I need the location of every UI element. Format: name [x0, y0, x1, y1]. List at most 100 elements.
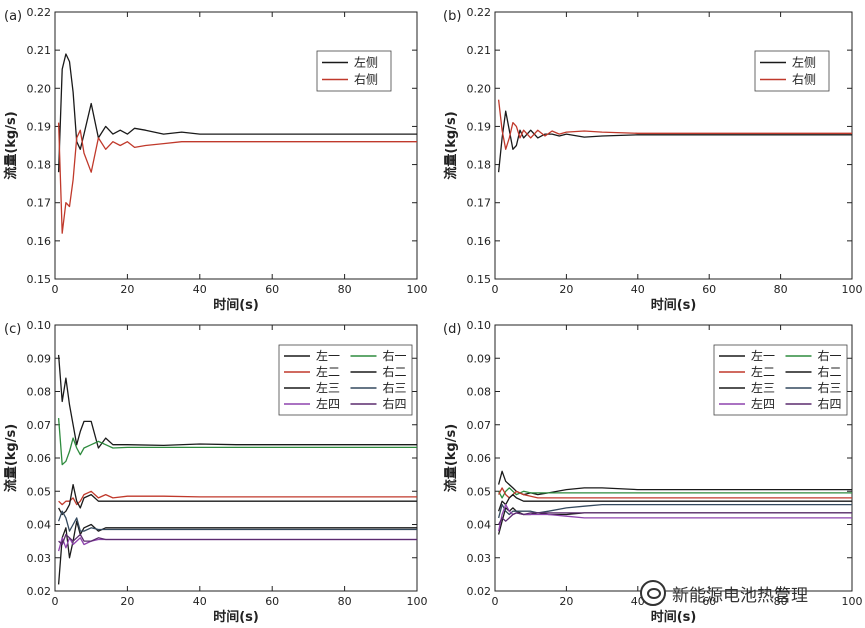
y-tick-label: 0.17 [27, 197, 52, 210]
x-axis-label: 时间(s) [651, 609, 697, 625]
watermark: 新能源电池热管理 [640, 578, 860, 608]
x-tick-label: 20 [559, 595, 573, 608]
plot-frame [54, 11, 418, 280]
y-tick-label: 0.15 [467, 273, 492, 286]
legend-box [754, 50, 830, 92]
series-line-右四 [58, 533, 417, 546]
legend-entry: 左侧 [792, 55, 816, 70]
series-line-左三 [497, 507, 852, 535]
legend-entry: 左一 [316, 348, 340, 363]
y-tick-label: 0.10 [467, 319, 492, 332]
legend-entry: 左二 [316, 364, 340, 379]
legend-entry: 右一 [818, 348, 842, 363]
legend-entry: 右一 [383, 348, 407, 363]
y-axis-label: 流量(kg/s) [3, 111, 19, 179]
series-line-右一 [498, 487, 852, 499]
y-tick-label: 0.07 [467, 419, 492, 432]
y-tick-label: 0.21 [27, 44, 52, 57]
y-tick-label: 0.20 [27, 82, 52, 95]
legend-entry: 右四 [383, 396, 407, 411]
series-line-右三 [57, 510, 417, 532]
y-tick-label: 0.16 [27, 235, 52, 248]
x-tick-label: 100 [407, 595, 428, 608]
x-tick-label: 0 [492, 595, 499, 608]
y-tick-label: 0.22 [27, 6, 52, 19]
series-line-左四 [497, 503, 852, 532]
x-axis-label: 时间(s) [213, 609, 259, 625]
x-tick-label: 60 [702, 595, 716, 608]
y-tick-label: 0.02 [27, 585, 52, 598]
x-tick-label: 40 [193, 595, 207, 608]
y-tick-label: 0.22 [467, 6, 492, 19]
series-line-左侧 [497, 110, 852, 173]
series-line-右侧 [57, 122, 417, 234]
panel-label: (a) [4, 9, 22, 24]
legend-box [316, 50, 392, 92]
y-tick-label: 0.10 [27, 319, 52, 332]
panel-label: (b) [443, 9, 461, 24]
x-axis-label: 时间(s) [651, 297, 697, 313]
legend-entry: 左侧 [354, 55, 378, 70]
panel-label: (d) [443, 322, 461, 337]
y-tick-label: 0.08 [27, 386, 52, 399]
y-tick-label: 0.16 [467, 235, 492, 248]
series-line-右一 [57, 418, 417, 466]
watermark-text: 新能源电池热管理 [672, 585, 808, 606]
y-tick-label: 0.19 [27, 120, 52, 133]
chart-panel-d: (d)0 20 40 60 80 1000.020.030.040.050.060.070… [443, 319, 863, 625]
series-line-左二 [58, 490, 417, 506]
legend-entry: 右侧 [354, 72, 378, 87]
chart-panel-c: (c) 0 20 40 60 80 100 0.02 0.03 0.04 0.05 0.06 0.07 0… [3, 319, 428, 625]
y-tick-label: 0.20 [467, 82, 492, 95]
legend-entry: 左二 [751, 364, 775, 379]
y-tick-label: 0.04 [27, 519, 52, 532]
legend-entry: 右二 [818, 364, 842, 379]
y-tick-label: 0.03 [467, 552, 492, 565]
x-tick-label: 0 [52, 283, 59, 296]
y-tick-label: 0.15 [27, 273, 52, 286]
x-tick-label: 20 [559, 283, 573, 296]
y-tick-label: 0.03 [27, 552, 52, 565]
legend-entry: 右侧 [792, 72, 816, 87]
series-line-右侧 [497, 99, 852, 150]
legend-entry: 右四 [818, 396, 842, 411]
x-tick-label: 80 [338, 283, 352, 296]
y-tick-label: 0.09 [27, 352, 52, 365]
y-tick-label: 0.02 [467, 585, 492, 598]
y-tick-label: 0.18 [27, 159, 52, 172]
x-tick-label: 60 [702, 283, 716, 296]
series-line-左三 [57, 520, 417, 585]
panel-label: (c) [4, 322, 21, 337]
x-tick-label: 100 [842, 595, 863, 608]
y-tick-label: 0.06 [27, 452, 52, 465]
y-tick-label: 0.05 [467, 485, 492, 498]
legend-entry: 左四 [316, 396, 340, 411]
series-line-右二 [58, 483, 417, 516]
y-axis-label: 流量(kg/s) [443, 111, 459, 179]
y-axis-label: 流量(kg/s) [3, 424, 19, 492]
y-tick-label: 0.05 [27, 485, 52, 498]
y-tick-label: 0.18 [467, 159, 492, 172]
chart-panel-b: (b) 0 20 40 60 80 100 0.15 0.16 0.17 0.18 0.19 0.20 0… [443, 6, 863, 313]
x-tick-label: 60 [265, 283, 279, 296]
legend-entry: 左三 [316, 380, 340, 395]
legend-entry: 左一 [751, 348, 775, 363]
series-line-右二 [497, 493, 852, 512]
series-line-右四 [498, 512, 852, 525]
y-tick-label: 0.09 [467, 352, 492, 365]
legend-entry: 左三 [751, 380, 775, 395]
x-tick-label: 20 [120, 283, 134, 296]
legend-entry: 右三 [383, 380, 407, 395]
series-line-左一 [57, 354, 417, 449]
chart-panel-a: (a) 0 20 40 60 80 100 0.15 0.16 0.17 0.18 0.19 0.20 0… [3, 6, 428, 313]
x-axis-label: 时间(s) [213, 297, 259, 313]
series-line-右三 [497, 503, 852, 519]
y-tick-label: 0.19 [467, 120, 492, 133]
y-tick-label: 0.07 [27, 419, 52, 432]
x-tick-label: 100 [407, 283, 428, 296]
plot-frame [494, 11, 853, 280]
